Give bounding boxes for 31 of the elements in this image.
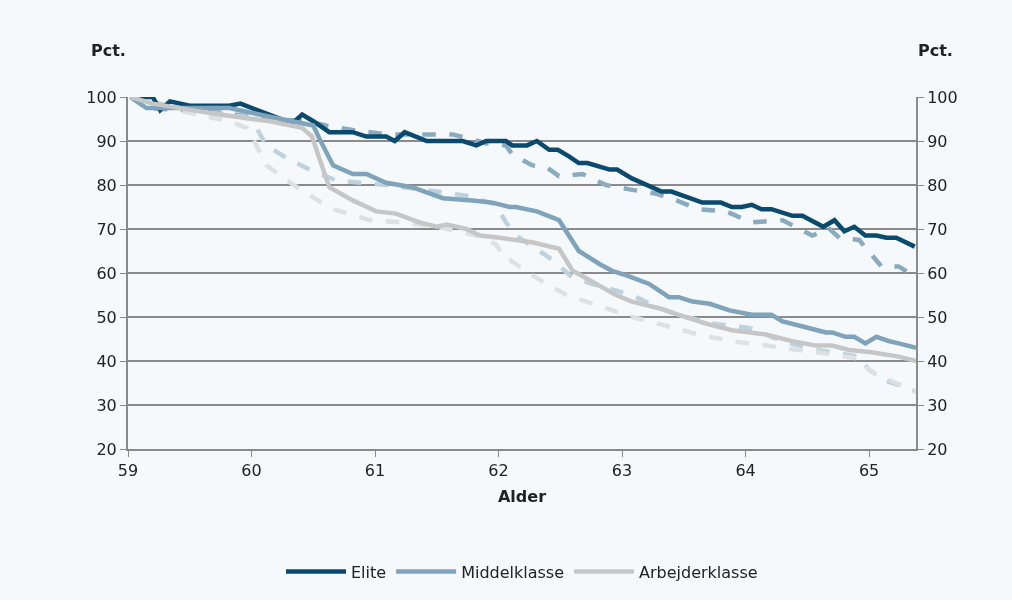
y2-tick-label: 60 [927,263,948,283]
y2-tick-label: 80 [927,175,948,195]
y-tick-label: 100 [86,87,117,107]
x-tick-label: 65 [858,461,880,481]
y2-tick-label: 70 [927,219,948,239]
y-axis-title: Pct. [91,41,126,60]
y-tick-label: 40 [96,351,117,371]
y-tick-label: 70 [96,219,117,239]
y2-tick-label: 100 [927,87,958,107]
y2-tick-label: 30 [927,395,948,415]
legend-label: Arbejderklasse [639,562,758,582]
y-tick-label: 30 [96,395,117,415]
y2-tick-label: 50 [927,307,948,327]
y2-tick-label: 90 [927,131,948,151]
x-tick-label: 61 [364,461,386,481]
x-tick-label: 60 [241,461,262,481]
y-tick-label: 90 [96,131,117,151]
x-tick-label: 59 [117,461,139,481]
legend-label: Elite [351,562,387,582]
y2-axis-title: Pct. [918,41,953,60]
y-tick-label: 60 [96,263,117,283]
y2-tick-label: 40 [927,351,948,371]
y-tick-label: 20 [96,439,117,459]
y2-tick-label: 20 [927,439,948,459]
x-axis-title: Alder [497,487,547,507]
legend-label: Middelklasse [461,562,565,582]
y-tick-label: 80 [96,175,117,195]
x-tick-label: 63 [611,461,633,481]
y-tick-label: 50 [96,307,117,327]
x-tick-label: 62 [488,461,509,481]
x-tick-label: 64 [735,461,756,481]
